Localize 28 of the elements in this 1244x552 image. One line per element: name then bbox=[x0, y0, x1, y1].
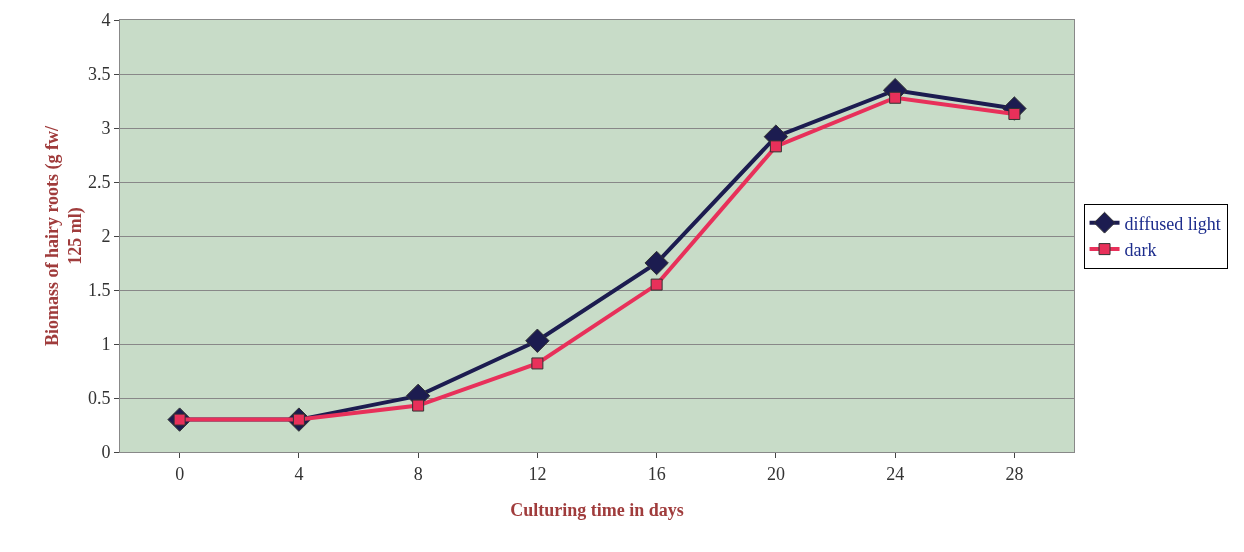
point bbox=[889, 91, 902, 104]
point bbox=[644, 250, 669, 276]
point bbox=[531, 357, 544, 370]
y-tick-label: 1.5 bbox=[87, 280, 111, 301]
y-tick-label: 3 bbox=[101, 118, 111, 139]
legend-label: dark bbox=[1124, 240, 1157, 261]
point bbox=[412, 399, 425, 412]
x-tick-label: 8 bbox=[413, 463, 423, 484]
y-tick-label: 1 bbox=[101, 334, 111, 355]
y-tick-label: 2 bbox=[101, 226, 111, 247]
x-tick-label: 20 bbox=[766, 463, 785, 484]
y-axis-title: Biomass of hairy roots (g fw/ 125 ml) bbox=[41, 124, 86, 347]
y-tick-label: 0 bbox=[101, 442, 111, 463]
point bbox=[525, 328, 550, 353]
y-tick-label: 4 bbox=[101, 10, 111, 31]
point bbox=[650, 278, 663, 291]
x-axis-title: Culturing time in days bbox=[510, 500, 684, 520]
point bbox=[769, 140, 782, 153]
x-tick-label: 16 bbox=[647, 463, 666, 484]
y-tick-label: 2.5 bbox=[87, 172, 111, 193]
x-tick-label: 28 bbox=[1005, 463, 1024, 484]
y-tick-label: 0.5 bbox=[87, 388, 111, 409]
x-tick-label: 12 bbox=[528, 463, 547, 484]
legend-label: diffused light bbox=[1124, 213, 1221, 234]
y-tick-label: 3.5 bbox=[87, 64, 111, 85]
x-tick-label: 24 bbox=[886, 463, 905, 484]
x-tick-label: 4 bbox=[294, 463, 304, 484]
x-tick-label: 0 bbox=[175, 463, 185, 484]
